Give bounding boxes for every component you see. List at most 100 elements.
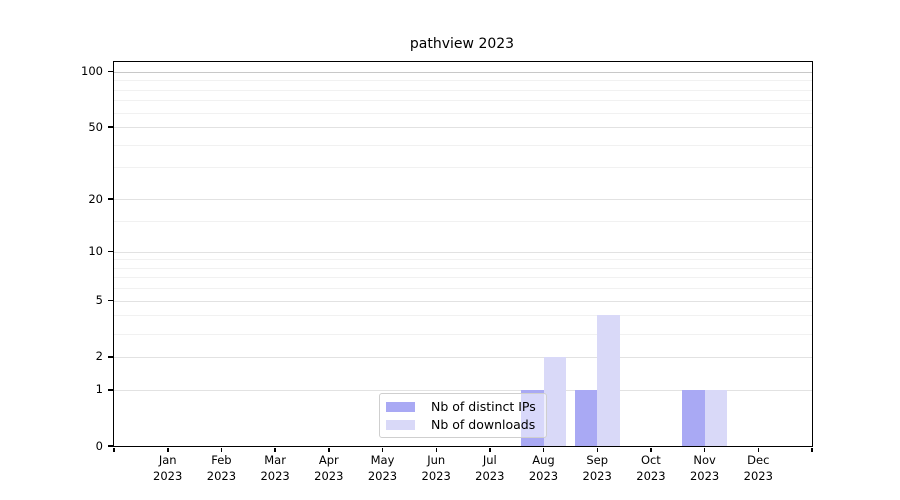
chart-title: pathview 2023 bbox=[409, 36, 515, 52]
minor-gridline bbox=[114, 80, 812, 82]
minor-gridline bbox=[114, 167, 812, 169]
x-tick-label-month: Feb bbox=[211, 453, 232, 467]
x-tick-label-month: Sep bbox=[586, 453, 609, 467]
x-tick-label: Jul 2023 bbox=[456, 453, 524, 484]
y-tick-label: 20 bbox=[88, 191, 103, 206]
x-tick-label-year: 2023 bbox=[260, 468, 290, 483]
minor-gridline bbox=[114, 267, 812, 269]
legend-item-distinct-ips: Nb of distinct IPs bbox=[386, 399, 546, 414]
x-axis-tick bbox=[650, 447, 652, 452]
major-gridline bbox=[114, 71, 812, 73]
x-tick-label-month: Jun bbox=[427, 453, 446, 467]
x-axis-tick bbox=[328, 447, 330, 452]
y-axis-tick bbox=[108, 126, 113, 128]
major-gridline bbox=[114, 300, 812, 302]
x-tick-label: Aug 2023 bbox=[510, 453, 578, 484]
minor-gridline bbox=[114, 89, 812, 91]
x-tick-label: May 2023 bbox=[349, 453, 417, 484]
x-tick-label: Mar 2023 bbox=[241, 453, 309, 484]
x-tick-label-year: 2023 bbox=[743, 468, 773, 483]
y-tick-label: 1 bbox=[95, 382, 103, 397]
x-axis-tick bbox=[113, 447, 115, 452]
x-axis-tick bbox=[167, 447, 169, 452]
major-gridline bbox=[114, 356, 812, 358]
x-tick-label: Oct 2023 bbox=[617, 453, 685, 484]
x-tick-label: Apr 2023 bbox=[295, 453, 363, 484]
x-axis-tick bbox=[489, 447, 491, 452]
x-tick-label: Nov 2023 bbox=[671, 453, 739, 484]
x-tick-label-year: 2023 bbox=[582, 468, 612, 483]
minor-gridline bbox=[114, 277, 812, 279]
x-tick-label-month: Jul bbox=[482, 453, 497, 467]
minor-gridline bbox=[114, 144, 812, 146]
y-axis-tick bbox=[108, 389, 113, 391]
x-axis-tick bbox=[274, 447, 276, 452]
y-axis-tick bbox=[108, 198, 113, 200]
minor-gridline bbox=[114, 112, 812, 114]
x-tick-label: Dec 2023 bbox=[724, 453, 792, 484]
x-tick-label-month: Oct bbox=[640, 453, 661, 467]
minor-gridline bbox=[114, 259, 812, 261]
x-tick-label: Jun 2023 bbox=[402, 453, 470, 484]
minor-gridline bbox=[114, 100, 812, 102]
major-gridline bbox=[114, 251, 812, 253]
legend-swatch-downloads-icon bbox=[386, 419, 415, 430]
minor-gridline bbox=[114, 315, 812, 317]
y-tick-label: 100 bbox=[81, 64, 103, 79]
x-tick-label-year: 2023 bbox=[314, 468, 344, 483]
x-tick-label-year: 2023 bbox=[367, 468, 398, 483]
minor-gridline bbox=[114, 221, 812, 223]
x-tick-label-month: Dec bbox=[747, 453, 770, 467]
y-axis-tick bbox=[108, 356, 113, 358]
x-tick-label-month: Aug bbox=[532, 453, 555, 467]
y-tick-label: 5 bbox=[95, 293, 103, 308]
bar-distinct-ips bbox=[682, 389, 705, 446]
x-tick-label: Feb 2023 bbox=[187, 453, 255, 484]
x-tick-label-month: Nov bbox=[693, 453, 716, 467]
minor-gridline bbox=[114, 333, 812, 335]
x-tick-label: Jan 2023 bbox=[134, 453, 202, 484]
x-axis-tick bbox=[381, 447, 384, 452]
x-tick-label-month: Apr bbox=[318, 453, 339, 467]
x-tick-label-year: 2023 bbox=[636, 468, 666, 483]
x-tick-label-month: May bbox=[370, 453, 395, 467]
legend: Nb of distinct IPs Nb of downloads bbox=[379, 393, 547, 438]
bar-distinct-ips bbox=[574, 389, 598, 446]
x-tick-label-month: Mar bbox=[264, 453, 286, 467]
x-axis-tick bbox=[811, 447, 813, 452]
y-tick-label: 10 bbox=[88, 244, 103, 258]
x-axis-tick bbox=[703, 447, 706, 452]
x-tick-label-year: 2023 bbox=[528, 468, 559, 483]
major-gridline bbox=[114, 199, 812, 200]
legend-label-distinct-ips: Nb of distinct IPs bbox=[431, 399, 536, 414]
x-axis-tick bbox=[435, 447, 437, 452]
x-axis-tick bbox=[757, 447, 760, 452]
x-axis-tick bbox=[220, 447, 223, 452]
bar-downloads bbox=[543, 356, 567, 446]
x-tick-label-year: 2023 bbox=[206, 468, 237, 483]
x-tick-label-year: 2023 bbox=[421, 468, 451, 483]
y-tick-label: 50 bbox=[88, 119, 103, 134]
bar-downloads bbox=[704, 389, 728, 446]
y-axis-tick bbox=[108, 299, 113, 302]
x-tick-label-year: 2023 bbox=[689, 468, 720, 483]
x-tick-label-year: 2023 bbox=[153, 468, 183, 483]
x-tick-label: Sep 2023 bbox=[563, 453, 631, 484]
minor-gridline bbox=[114, 288, 812, 290]
y-axis-tick bbox=[108, 445, 113, 447]
major-gridline bbox=[114, 127, 812, 128]
x-axis-tick bbox=[596, 447, 598, 452]
y-axis-tick bbox=[108, 70, 113, 73]
y-tick-label: 0 bbox=[95, 438, 103, 453]
x-tick-label-year: 2023 bbox=[475, 468, 505, 483]
legend-item-downloads: Nb of downloads bbox=[386, 417, 546, 432]
plot-area: Nb of distinct IPs Nb of downloads 0 1 2 5 1… bbox=[81, 61, 813, 483]
y-axis-tick bbox=[108, 250, 113, 253]
x-axis-tick bbox=[542, 447, 545, 452]
legend-label-downloads: Nb of downloads bbox=[431, 417, 536, 432]
y-tick-label: 2 bbox=[95, 349, 103, 364]
major-gridline bbox=[114, 389, 812, 391]
legend-swatch-distinct-ips-icon bbox=[386, 401, 415, 412]
x-tick-label-month: Jan bbox=[158, 453, 177, 467]
